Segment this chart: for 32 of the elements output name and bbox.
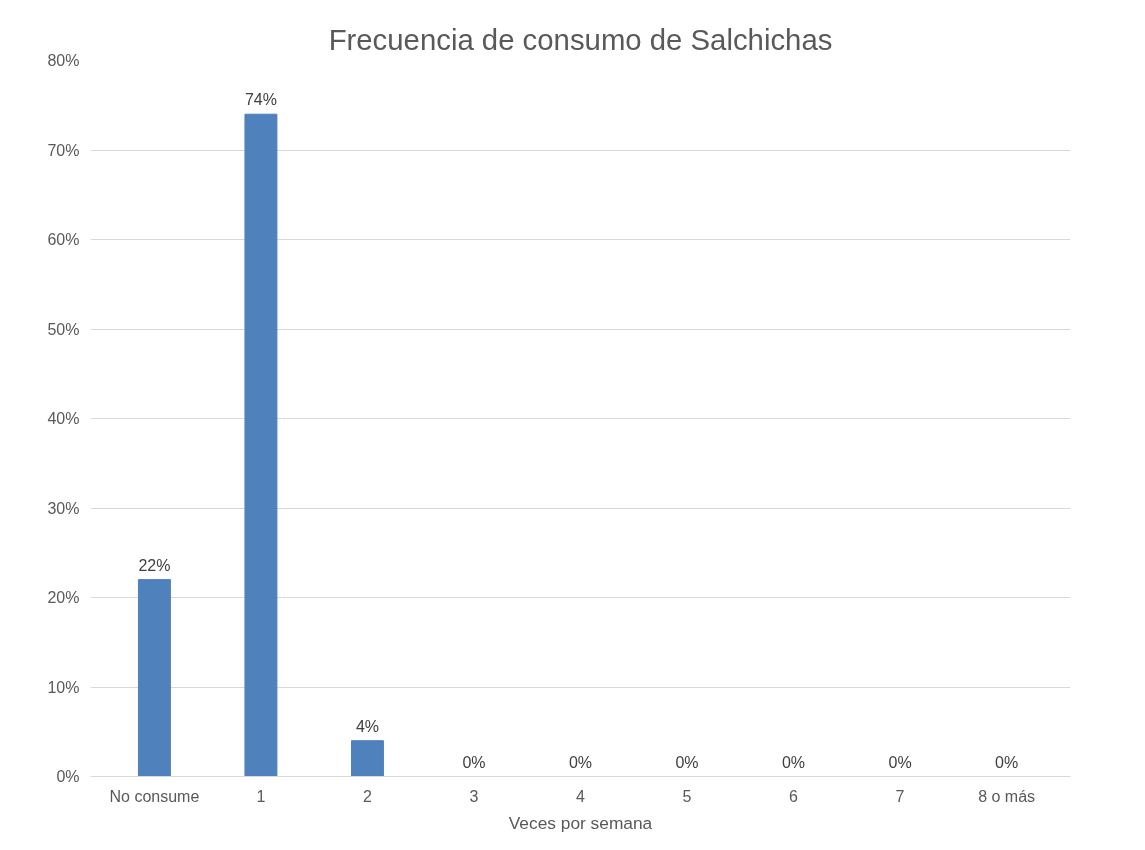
x-tick-label: 2 — [363, 787, 373, 805]
y-tick-label: 0% — [56, 768, 80, 785]
y-tick-label: 30% — [47, 499, 80, 517]
data-label: 0% — [568, 753, 593, 771]
y-tick-label: 70% — [47, 141, 80, 159]
y-tick-label: 80% — [47, 52, 80, 69]
y-tick-label: 60% — [47, 231, 80, 248]
data-label: 0% — [888, 753, 912, 771]
data-label: 0% — [675, 753, 699, 771]
data-label: 0% — [995, 753, 1019, 771]
chart-title: Frecuencia de consumo de Salchichas — [328, 22, 833, 56]
x-tick-label: 8 o más — [978, 787, 1036, 805]
x-tick-label: 1 — [256, 787, 266, 805]
data-label: 74% — [244, 91, 277, 109]
x-tick-label: 4 — [576, 787, 586, 805]
y-tick-label: 10% — [47, 678, 80, 696]
data-label: 0% — [781, 753, 806, 771]
bar — [137, 579, 171, 777]
x-tick-label: 5 — [682, 787, 692, 805]
x-tick-label: 6 — [789, 787, 799, 805]
data-label: 0% — [462, 753, 486, 771]
bar — [244, 113, 278, 777]
y-tick-label: 20% — [47, 589, 80, 606]
data-label: 4% — [355, 717, 380, 735]
x-tick-label: 7 — [895, 787, 905, 805]
x-tick-label: 3 — [469, 787, 479, 805]
x-tick-label: No consume — [109, 787, 200, 805]
x-axis-title: Veces por semana — [508, 812, 653, 833]
y-tick-label: 50% — [47, 320, 80, 338]
bar — [350, 740, 384, 777]
y-tick-label: 40% — [47, 410, 80, 427]
data-label: 22% — [138, 556, 171, 574]
